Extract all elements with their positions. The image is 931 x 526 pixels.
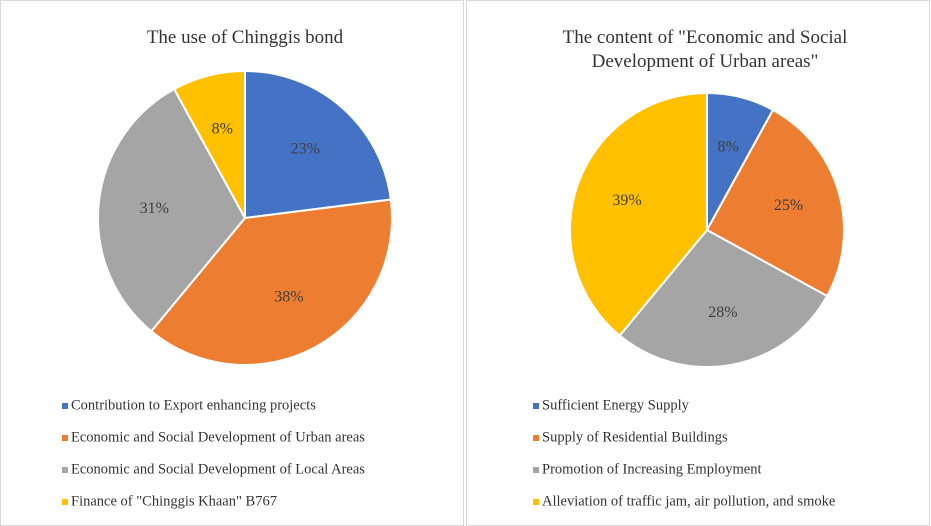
data-label: 38% bbox=[274, 289, 303, 306]
pie-slice bbox=[705, 108, 845, 298]
legend-marker bbox=[62, 435, 68, 441]
legend-label: Economic and Social Development of Local… bbox=[71, 461, 365, 477]
legend-marker bbox=[62, 403, 68, 409]
chart-title: The use of Chinggis bond bbox=[146, 27, 344, 48]
legend-marker bbox=[533, 403, 539, 409]
data-label: 23% bbox=[291, 140, 320, 157]
legend-marker bbox=[533, 499, 539, 505]
legend-marker bbox=[62, 467, 68, 473]
data-label: 39% bbox=[612, 192, 641, 209]
legend-label: Sufficient Energy Supply bbox=[542, 397, 690, 413]
data-label: 25% bbox=[774, 197, 803, 214]
data-label: 8% bbox=[212, 120, 233, 137]
legend-label: Economic and Social Development of Urban… bbox=[71, 429, 365, 445]
legend-label: Alleviation of traffic jam, air pollutio… bbox=[542, 493, 835, 509]
legend-marker bbox=[62, 499, 68, 505]
pie-slice bbox=[618, 228, 829, 368]
legend-label: Finance of "Chinggis Khaan" B767 bbox=[71, 493, 277, 509]
pie-slice bbox=[569, 91, 708, 337]
data-label: 8% bbox=[717, 138, 738, 155]
pie-slice bbox=[172, 69, 246, 219]
legend-marker bbox=[533, 435, 539, 441]
pie-slice bbox=[149, 198, 393, 366]
data-label: 28% bbox=[708, 304, 737, 321]
chart-title: The content of "Economic and Social Deve… bbox=[562, 27, 848, 72]
legend-marker bbox=[533, 467, 539, 473]
legend-label: Supply of Residential Buildings bbox=[542, 429, 728, 445]
pie-slice bbox=[244, 69, 392, 220]
legend-label: Promotion of Increasing Employment bbox=[542, 461, 761, 477]
legend-label: Contribution to Export enhancing project… bbox=[71, 397, 316, 413]
pie-slice bbox=[97, 87, 247, 333]
data-label: 31% bbox=[140, 200, 169, 217]
